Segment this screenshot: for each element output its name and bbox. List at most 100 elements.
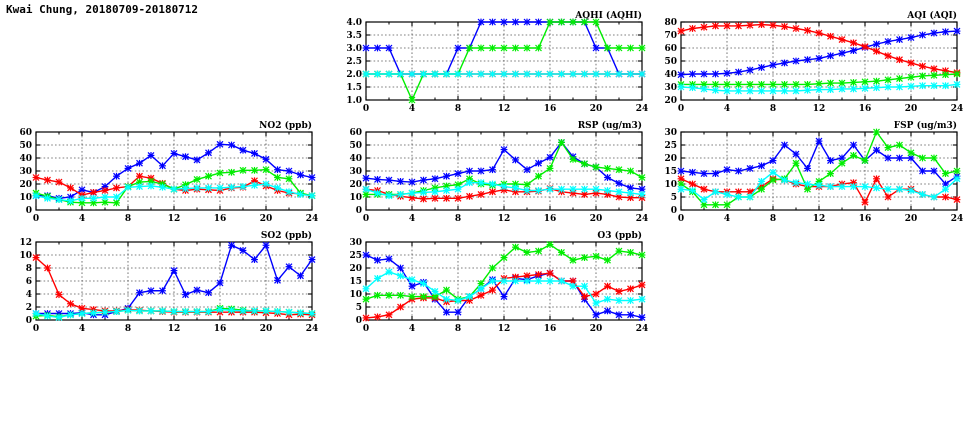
series-aqhi-cyan: [362, 70, 646, 78]
svg-text:8: 8: [455, 104, 461, 114]
svg-text:20: 20: [590, 104, 603, 114]
svg-text:60: 60: [19, 128, 32, 138]
svg-text:20: 20: [260, 214, 273, 224]
svg-text:30: 30: [664, 128, 677, 138]
chart-panel-aqi: AQI (AQI) 20 30 40 50 60 70 80 0 4 8 12 16 20 24: [645, 8, 965, 130]
svg-text:5: 5: [356, 303, 362, 313]
chart-title-no2: NO2 (ppb): [259, 120, 312, 131]
svg-text:20: 20: [664, 154, 677, 164]
axis-aqhi: 1.0 1.5 2.0 2.5 3.0 3.5 4.0 0 4 8 12 16 20 24: [346, 18, 648, 114]
series-fsp-green: [677, 128, 961, 209]
svg-text:5: 5: [671, 193, 677, 203]
svg-text:16: 16: [214, 214, 227, 224]
axis-fsp: 0 5 10 15 20 25 30 0 4 8 12 16 20 24: [664, 128, 963, 224]
svg-text:4: 4: [724, 104, 730, 114]
svg-text:0: 0: [26, 206, 32, 216]
svg-text:4: 4: [409, 214, 415, 224]
svg-text:4: 4: [79, 324, 85, 334]
svg-text:20: 20: [260, 324, 273, 334]
svg-text:24: 24: [306, 324, 319, 334]
svg-text:4.0: 4.0: [346, 18, 362, 28]
svg-text:1.0: 1.0: [346, 96, 362, 106]
series-aqi-blue: [677, 27, 961, 79]
chart-title-aqhi: AQHI (AQHI): [574, 10, 642, 21]
chart-panel-o3: O3 (ppb) 0 5 10 15 20 25 30 0 4 8 12 16 20 24: [330, 228, 650, 350]
svg-text:1.5: 1.5: [346, 83, 362, 93]
svg-text:24: 24: [306, 214, 319, 224]
svg-text:50: 50: [349, 141, 362, 151]
series-aqi-red: [677, 21, 961, 77]
chart-panel-no2: NO2 (ppb) 0 10 20 30 40 50 60 0 4 8 12 16 20 24: [0, 118, 320, 240]
grid-no2: [36, 132, 312, 210]
series-so2-cyan: [32, 306, 316, 321]
svg-text:20: 20: [905, 214, 918, 224]
svg-text:12: 12: [813, 104, 826, 114]
svg-text:40: 40: [19, 154, 32, 164]
svg-text:2: 2: [26, 303, 32, 313]
svg-text:3.0: 3.0: [346, 44, 362, 54]
svg-text:4: 4: [409, 104, 415, 114]
svg-text:2.5: 2.5: [346, 57, 362, 67]
svg-text:30: 30: [349, 238, 362, 248]
svg-text:24: 24: [951, 214, 964, 224]
svg-text:8: 8: [455, 324, 461, 334]
svg-text:10: 10: [349, 193, 362, 203]
svg-text:20: 20: [349, 180, 362, 190]
svg-text:0: 0: [678, 214, 684, 224]
series-o3-cyan: [362, 268, 646, 307]
svg-text:12: 12: [168, 214, 181, 224]
svg-text:10: 10: [349, 290, 362, 300]
svg-text:0: 0: [33, 324, 39, 334]
svg-text:30: 30: [664, 83, 677, 93]
svg-text:70: 70: [664, 31, 677, 41]
series-aqi-cyan: [677, 80, 961, 95]
chart-title-so2: SO2 (ppb): [261, 230, 312, 241]
svg-text:24: 24: [636, 104, 649, 114]
svg-text:0: 0: [363, 104, 369, 114]
svg-text:24: 24: [636, 214, 649, 224]
svg-text:8: 8: [770, 214, 776, 224]
svg-text:16: 16: [214, 324, 227, 334]
svg-text:10: 10: [19, 193, 32, 203]
svg-text:30: 30: [19, 167, 32, 177]
svg-text:4: 4: [26, 290, 32, 300]
series-fsp-cyan: [677, 168, 961, 204]
svg-text:0: 0: [671, 206, 677, 216]
svg-text:20: 20: [590, 214, 603, 224]
svg-text:12: 12: [19, 238, 32, 248]
svg-text:16: 16: [859, 214, 872, 224]
chart-title-o3: O3 (ppb): [597, 230, 642, 241]
svg-text:3.5: 3.5: [346, 31, 362, 41]
svg-text:0: 0: [356, 316, 362, 326]
svg-text:60: 60: [349, 128, 362, 138]
svg-text:8: 8: [455, 214, 461, 224]
svg-text:40: 40: [664, 70, 677, 80]
svg-text:0: 0: [363, 214, 369, 224]
svg-text:24: 24: [636, 324, 649, 334]
chart-panel-rsp: RSP (ug/m3) 0 10 20 30 40 50 60 0 4 8 12 16 20 24: [330, 118, 650, 240]
svg-text:16: 16: [859, 104, 872, 114]
svg-text:25: 25: [664, 141, 677, 151]
svg-text:40: 40: [349, 154, 362, 164]
svg-text:12: 12: [168, 324, 181, 334]
axis-aqi: 20 30 40 50 60 70 80 0 4 8 12 16 20 24: [664, 18, 963, 114]
svg-text:12: 12: [813, 214, 826, 224]
chart-panel-aqhi: AQHI (AQHI) 1.0 1.5 2.0 2.5 3.0 3.5 4.0 0 4 8 12 16 2…: [330, 8, 650, 130]
svg-text:50: 50: [664, 57, 677, 67]
svg-text:50: 50: [19, 141, 32, 151]
page-title: Kwai Chung, 20180709-20180712: [6, 3, 199, 16]
svg-text:20: 20: [664, 96, 677, 106]
svg-text:8: 8: [125, 214, 131, 224]
svg-text:24: 24: [951, 104, 964, 114]
series-rsp-cyan: [362, 179, 646, 200]
series-no2-cyan: [32, 180, 316, 205]
chart-title-rsp: RSP (ug/m3): [578, 120, 642, 131]
svg-text:4: 4: [409, 324, 415, 334]
svg-text:6: 6: [26, 277, 32, 287]
axis-no2: 0 10 20 30 40 50 60 0 4 8 12 16 20 24: [19, 128, 318, 224]
svg-text:0: 0: [678, 104, 684, 114]
svg-text:60: 60: [664, 44, 677, 54]
svg-text:4: 4: [79, 214, 85, 224]
svg-text:2.0: 2.0: [346, 70, 362, 80]
